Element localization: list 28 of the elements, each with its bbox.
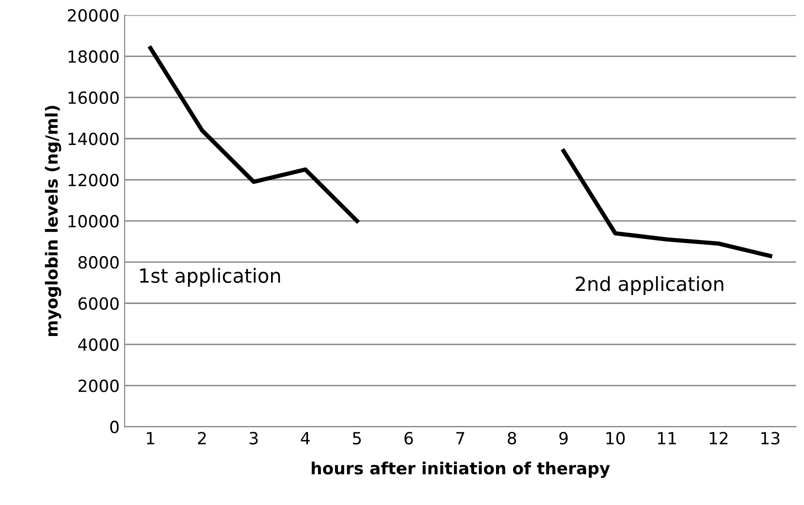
annotation: 1st application [140,268,280,287]
y-tick-label: 14000 [68,132,119,146]
y-tick-label: 2000 [78,380,119,392]
x-tick-label: 11 [658,432,676,444]
y-tick-label: 12000 [68,174,119,186]
x-tick-label: 9 [559,432,568,444]
y-tick-label: 0 [110,420,119,434]
x-tick-label: 1 [146,432,154,444]
x-tick-label: 6 [404,432,413,444]
y-tick-label: 18000 [68,50,119,63]
y-axis-title: myoglobin levels (ng/ml) [44,106,62,336]
y-tick-label: 8000 [78,256,119,269]
x-axis-title: hours after initiation of therapy [312,462,610,478]
x-tick-label: 12 [710,432,728,444]
x-tick-label: 8 [508,432,516,444]
x-tick-label: 13 [761,432,780,444]
y-tick-label: 16000 [68,91,119,104]
x-tick-label: 7 [456,432,464,444]
x-tick-label: 10 [606,432,625,444]
annotation: 2nd application [576,276,724,295]
y-tick-label: 4000 [78,338,119,351]
x-tick-label: 5 [352,432,361,444]
x-tick-label: 3 [250,432,258,444]
y-tick-label: 6000 [78,297,119,310]
x-tick-label: 2 [198,432,206,444]
x-tick-label: 4 [300,432,310,444]
y-tick-label: 20000 [68,9,119,22]
y-tick-label: 10000 [68,214,119,228]
